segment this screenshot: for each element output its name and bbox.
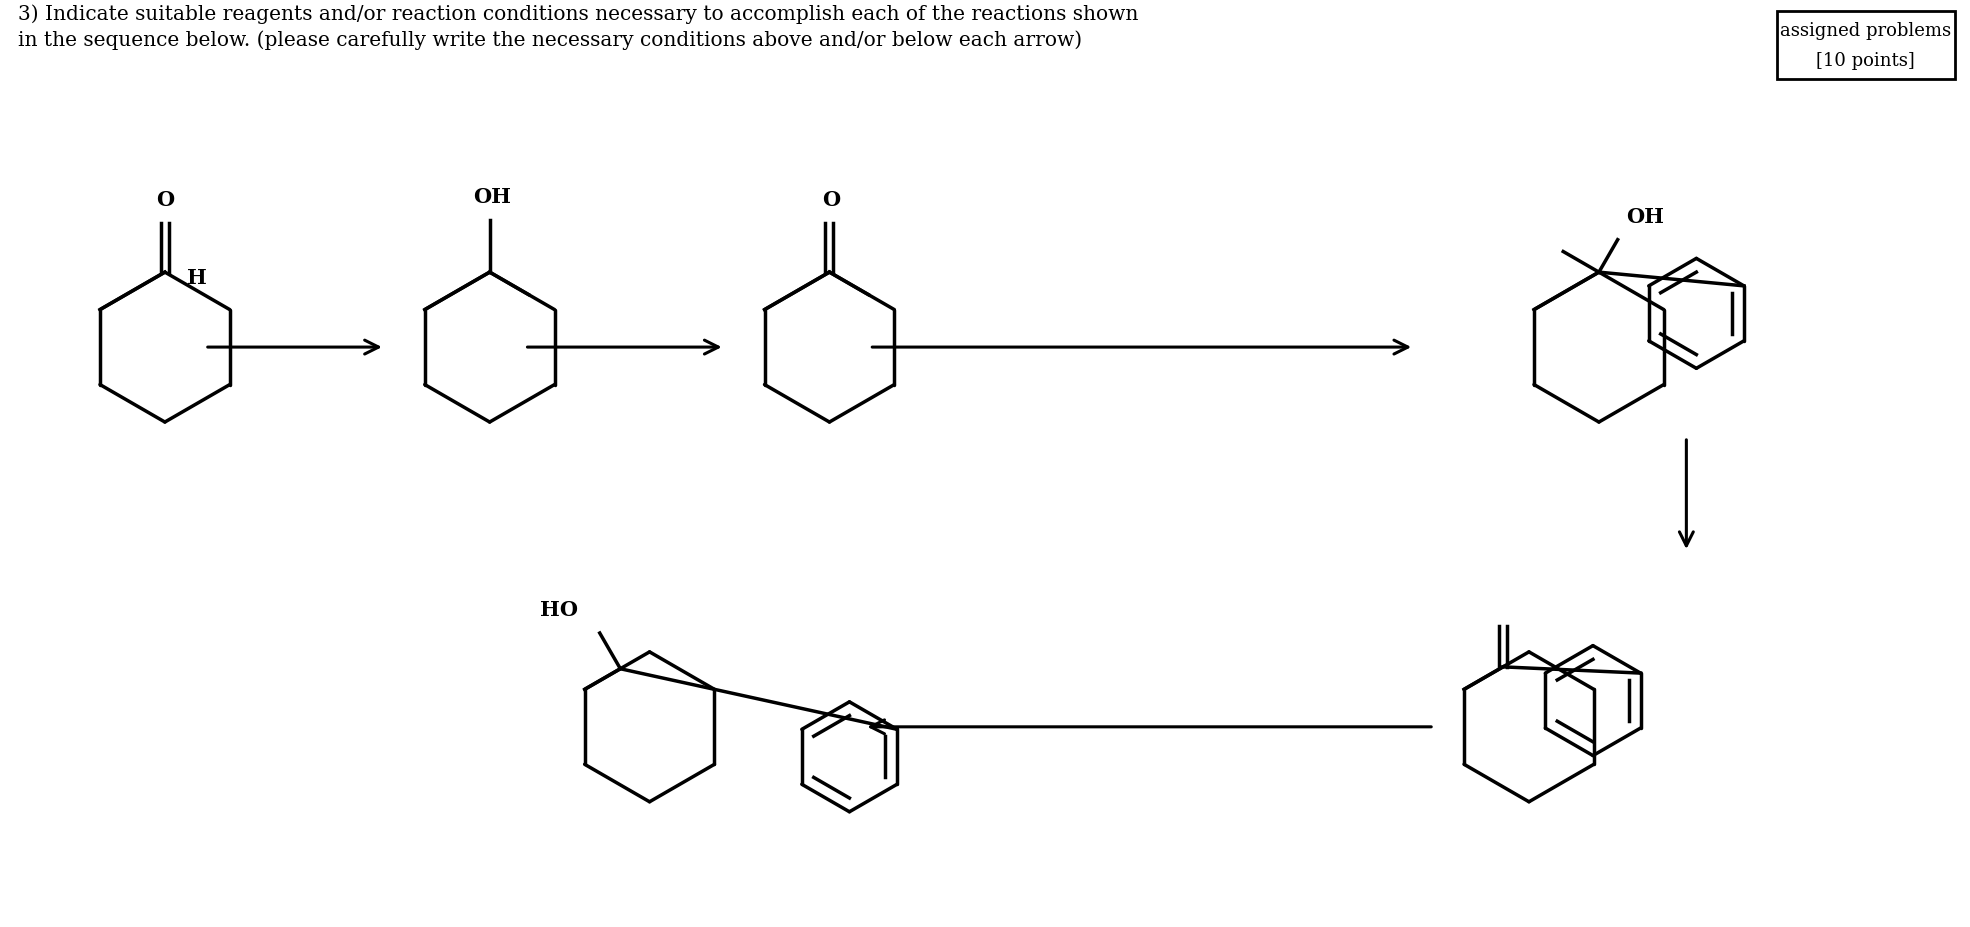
Text: 3) Indicate suitable reagents and/or reaction conditions necessary to accomplish: 3) Indicate suitable reagents and/or rea… [18, 5, 1139, 24]
Text: OH: OH [473, 186, 510, 207]
Text: [10 points]: [10 points] [1816, 52, 1915, 70]
Text: in the sequence below. (please carefully write the necessary conditions above an: in the sequence below. (please carefully… [18, 31, 1082, 50]
Text: assigned problems: assigned problems [1781, 22, 1952, 40]
Text: H: H [187, 268, 207, 287]
FancyBboxPatch shape [1777, 12, 1954, 80]
Text: HO: HO [540, 600, 577, 619]
Text: OH: OH [1625, 207, 1663, 226]
Text: O: O [821, 190, 841, 210]
Text: O: O [156, 190, 173, 210]
